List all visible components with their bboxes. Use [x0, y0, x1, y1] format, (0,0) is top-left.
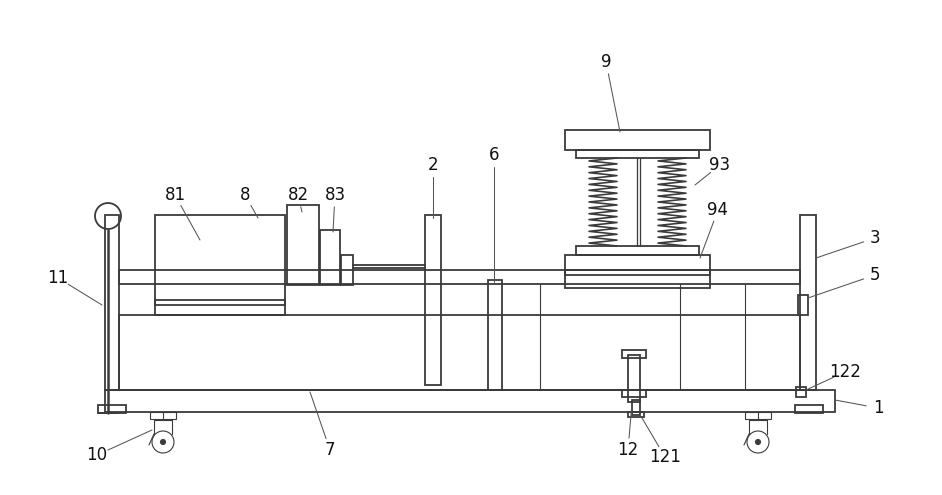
Text: 8: 8: [240, 186, 251, 204]
Bar: [425, 215, 441, 385]
Bar: [632, 400, 640, 415]
Bar: [105, 390, 835, 412]
Text: 11: 11: [47, 269, 69, 287]
Bar: [622, 390, 646, 397]
Bar: [155, 215, 285, 305]
Text: 6: 6: [489, 146, 499, 164]
Bar: [341, 255, 353, 285]
Bar: [576, 246, 699, 255]
Text: 12: 12: [617, 441, 639, 459]
Text: 82: 82: [287, 186, 309, 204]
Bar: [628, 355, 640, 402]
Bar: [119, 270, 800, 284]
Bar: [320, 230, 340, 285]
Bar: [155, 300, 285, 315]
Text: 2: 2: [428, 156, 438, 174]
Text: 5: 5: [869, 266, 880, 284]
Text: 122: 122: [829, 363, 861, 381]
Bar: [576, 150, 699, 158]
Bar: [745, 412, 771, 419]
Bar: [488, 280, 502, 390]
Bar: [795, 405, 823, 413]
Bar: [119, 315, 800, 390]
Text: 121: 121: [649, 448, 681, 466]
Bar: [800, 215, 816, 390]
Bar: [98, 405, 126, 413]
Text: 10: 10: [87, 446, 107, 464]
Bar: [287, 205, 319, 285]
Text: 1: 1: [872, 399, 884, 417]
Circle shape: [755, 440, 760, 445]
Bar: [628, 412, 644, 417]
Bar: [798, 295, 808, 315]
Bar: [565, 130, 710, 150]
Text: 81: 81: [165, 186, 186, 204]
Bar: [150, 412, 176, 419]
Bar: [796, 387, 806, 397]
Bar: [565, 255, 710, 275]
Bar: [622, 350, 646, 358]
Text: 7: 7: [325, 441, 335, 459]
Text: 83: 83: [324, 186, 346, 204]
Text: 3: 3: [869, 229, 881, 247]
Bar: [105, 215, 119, 390]
Circle shape: [160, 440, 166, 445]
Bar: [565, 270, 710, 288]
Text: 9: 9: [601, 53, 611, 71]
Text: 93: 93: [709, 156, 731, 174]
Text: 94: 94: [707, 201, 728, 219]
